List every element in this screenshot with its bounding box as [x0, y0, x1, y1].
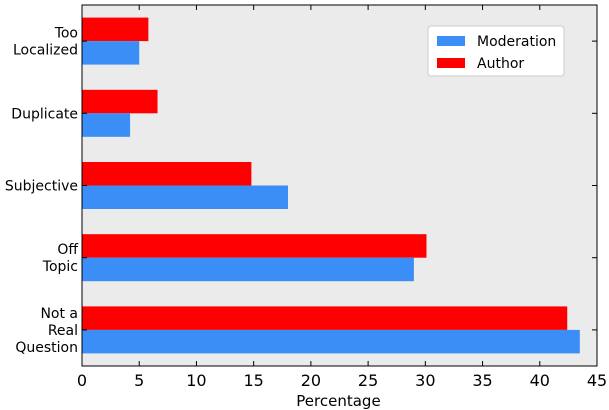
bars-group: [82, 17, 580, 354]
y-axis: Too Localized Duplicate Subjective Off Topic N…: [5, 26, 597, 356]
bar-author: [82, 17, 149, 42]
x-tick-label: 10: [186, 371, 206, 390]
x-tick-label: 5: [134, 371, 144, 390]
bar-author: [82, 234, 427, 258]
legend-label: Author: [477, 56, 524, 72]
category-label: Duplicate: [11, 106, 78, 122]
category-label: Off Topic: [42, 242, 79, 275]
x-axis: 0 5 10 15 20 25 30 35 40 45: [77, 5, 607, 390]
bar-moderation: [82, 329, 580, 354]
bar-moderation: [82, 41, 140, 65]
category-label: Not a Real Question: [15, 306, 78, 356]
legend-label: Moderation: [477, 34, 556, 50]
legend-swatch: [437, 58, 465, 68]
bar-author: [82, 306, 568, 330]
bar-moderation: [82, 257, 414, 282]
x-tick-label: 30: [415, 371, 435, 390]
category-label: Too Localized: [13, 26, 78, 59]
x-axis-label: Percentage: [296, 392, 380, 410]
legend: Moderation Author: [427, 25, 565, 77]
category-label: Subjective: [5, 179, 78, 195]
x-tick-label: 35: [472, 371, 492, 390]
legend-swatch: [437, 36, 465, 46]
x-tick-label: 25: [358, 371, 378, 390]
bar-moderation: [82, 113, 131, 137]
bar-author: [82, 89, 158, 114]
x-tick-label: 0: [77, 371, 87, 390]
x-tick-label: 40: [530, 371, 550, 390]
bar-moderation: [82, 185, 288, 209]
x-tick-label: 20: [301, 371, 321, 390]
x-tick-label: 15: [243, 371, 263, 390]
x-tick-label: 45: [587, 371, 607, 390]
bar-author: [82, 162, 252, 186]
